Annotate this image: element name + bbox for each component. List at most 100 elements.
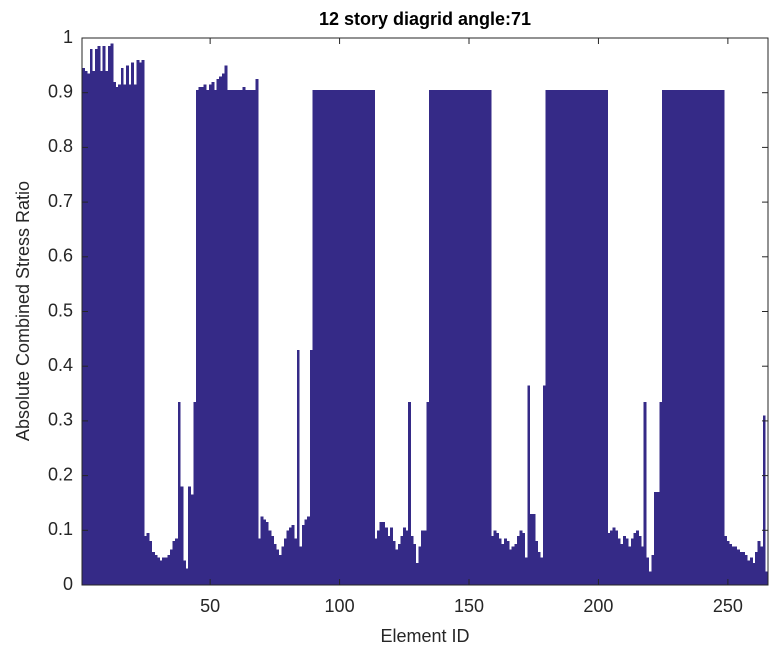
y-tick-label: 1 xyxy=(63,27,73,47)
bar xyxy=(491,535,494,585)
bar xyxy=(669,89,673,585)
bar xyxy=(304,519,308,585)
bar xyxy=(506,541,510,585)
y-tick-label: 0.3 xyxy=(48,410,73,430)
bar xyxy=(258,538,261,585)
bar xyxy=(330,89,334,585)
bar xyxy=(182,560,186,585)
bar xyxy=(615,530,619,585)
bar xyxy=(322,89,326,585)
bar xyxy=(255,79,259,586)
bar xyxy=(151,552,155,585)
bar xyxy=(467,89,471,585)
bar xyxy=(509,549,513,585)
bar xyxy=(470,89,474,585)
bar xyxy=(299,546,303,585)
y-tick-label: 0.1 xyxy=(48,519,73,539)
bar xyxy=(141,59,145,585)
bar xyxy=(353,89,357,585)
bar xyxy=(400,535,404,585)
bar xyxy=(351,89,355,585)
bar xyxy=(97,46,101,585)
bar xyxy=(522,533,525,585)
bar xyxy=(532,513,536,585)
bar xyxy=(434,89,437,585)
bar xyxy=(591,89,595,585)
bar xyxy=(296,349,300,585)
bar xyxy=(190,494,194,585)
bar xyxy=(128,84,132,586)
bar xyxy=(208,84,212,586)
bar xyxy=(444,89,448,585)
bar xyxy=(576,89,580,585)
bar xyxy=(364,89,368,585)
bar xyxy=(465,89,469,585)
bar xyxy=(656,492,660,585)
bar xyxy=(731,546,735,585)
bar xyxy=(379,522,383,585)
bar xyxy=(747,560,751,585)
bar xyxy=(602,89,606,585)
y-tick-label: 0 xyxy=(63,574,73,594)
bar xyxy=(617,538,621,585)
bar xyxy=(643,401,647,585)
bar xyxy=(736,549,740,585)
bar xyxy=(729,543,733,585)
bar xyxy=(545,89,549,585)
bar xyxy=(687,89,691,585)
bar xyxy=(426,401,430,585)
bar xyxy=(110,43,114,586)
bar xyxy=(700,89,704,585)
bar xyxy=(641,546,645,585)
bar xyxy=(371,89,375,585)
bar xyxy=(449,89,453,585)
bar xyxy=(268,530,272,585)
y-tick-label: 0.2 xyxy=(48,464,73,484)
bar xyxy=(441,89,445,585)
bar xyxy=(439,89,443,585)
bar xyxy=(410,535,414,585)
bar xyxy=(343,89,347,585)
bar xyxy=(281,546,285,585)
bar xyxy=(527,385,531,585)
bar xyxy=(421,530,425,585)
bar xyxy=(646,557,650,585)
bar xyxy=(537,552,541,585)
bar xyxy=(164,557,168,585)
bar xyxy=(413,543,417,585)
bar xyxy=(123,84,127,586)
bar xyxy=(211,81,215,585)
bar xyxy=(514,543,518,585)
bar xyxy=(457,89,461,585)
bar xyxy=(418,546,422,585)
bar xyxy=(623,535,626,585)
bar xyxy=(599,89,603,585)
y-tick-label: 0.5 xyxy=(48,300,73,320)
bar xyxy=(229,89,233,585)
bar xyxy=(366,89,370,585)
bar xyxy=(252,89,256,585)
bar xyxy=(232,89,236,585)
bar xyxy=(214,89,217,585)
bar xyxy=(630,538,634,585)
bar xyxy=(348,89,352,585)
bar xyxy=(553,89,557,585)
bar xyxy=(216,79,220,586)
bar xyxy=(384,527,388,585)
x-tick-label: 50 xyxy=(200,596,220,616)
bar xyxy=(113,81,116,585)
bar xyxy=(651,554,655,585)
bar xyxy=(620,543,624,585)
bar xyxy=(390,527,393,585)
bar xyxy=(247,89,251,585)
bar xyxy=(146,533,150,585)
bar xyxy=(679,89,683,585)
bar xyxy=(472,89,476,585)
bar xyxy=(118,84,122,586)
bar xyxy=(206,89,210,585)
bar xyxy=(760,546,764,585)
bar xyxy=(265,522,269,585)
bar xyxy=(402,527,406,585)
bar xyxy=(597,89,601,585)
